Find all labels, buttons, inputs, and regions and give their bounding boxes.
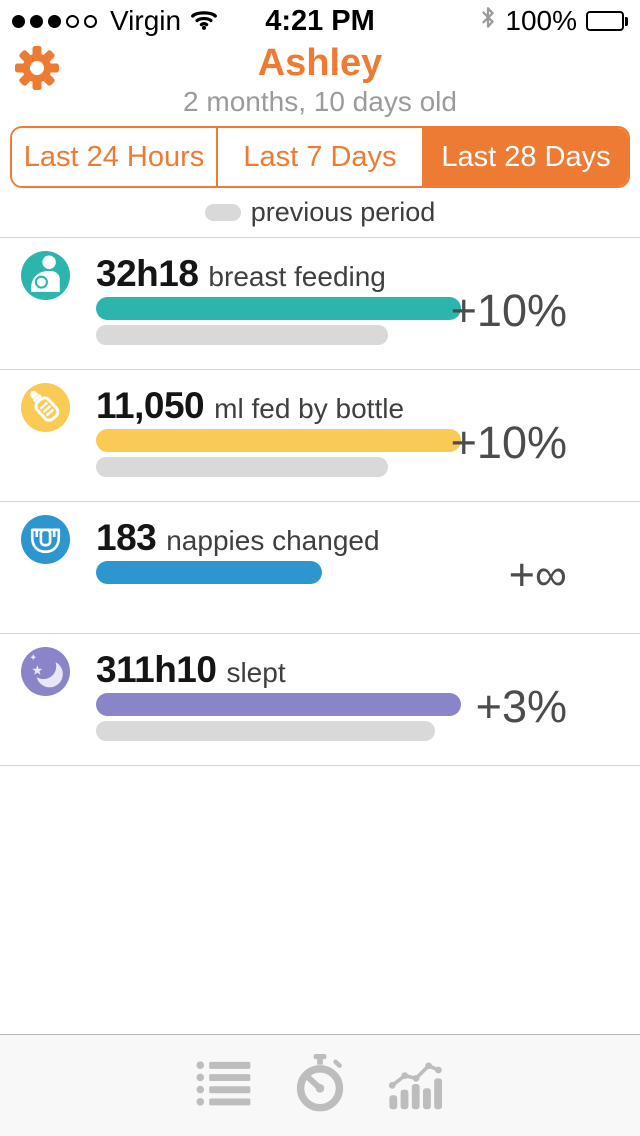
legend-label: previous period [250, 196, 436, 227]
previous-period-swatch [204, 203, 241, 221]
stat-row-breast-feeding[interactable]: 32h18 breast feeding +10% [0, 237, 640, 369]
stat-row-nappies[interactable]: 183 nappies changed +∞ [0, 501, 640, 633]
tab-timer[interactable] [292, 1053, 348, 1119]
tab-bar [0, 1034, 640, 1136]
clock-time: 4:21 PM [265, 4, 375, 37]
stat-value: 32h18 [96, 253, 199, 294]
current-period-bar [96, 561, 323, 584]
stat-row-sleep[interactable]: 311h10 slept +3% [0, 633, 640, 765]
tab-stats[interactable] [388, 1053, 444, 1119]
previous-period-bar [96, 721, 436, 741]
chart-icon [388, 1058, 444, 1113]
tab-last-7-days[interactable]: Last 7 Days [218, 128, 424, 186]
settings-button[interactable] [13, 44, 61, 92]
list-icon [196, 1059, 252, 1112]
current-period-bar [96, 429, 461, 452]
period-segmented-control: Last 24 Hours Last 7 Days Last 28 Days [10, 126, 630, 188]
nappy-icon [21, 515, 70, 564]
gear-icon [13, 46, 61, 95]
stat-label: breast feeding [208, 261, 386, 292]
previous-period-bar [96, 457, 388, 477]
legend: previous period [0, 196, 640, 228]
signal-strength-icon [12, 14, 97, 28]
status-bar: Virgin 4:21 PM 100% [0, 0, 640, 42]
baby-name-title: Ashley [257, 42, 383, 84]
stat-label: slept [226, 657, 286, 688]
battery-percent-label: 100% [505, 5, 577, 36]
tab-log[interactable] [196, 1053, 252, 1119]
stats-list: 32h18 breast feeding +10% [0, 237, 640, 766]
current-period-bar [96, 693, 461, 716]
stat-change: +10% [450, 417, 567, 468]
stat-change: +∞ [508, 549, 567, 600]
tab-last-24-hours[interactable]: Last 24 Hours [12, 128, 218, 186]
wifi-icon [190, 5, 218, 37]
carrier-label: Virgin [110, 5, 182, 36]
stat-value: 311h10 [96, 649, 217, 690]
battery-icon [586, 11, 628, 31]
baby-age-subtitle: 2 months, 10 days old [183, 86, 457, 117]
tab-last-28-days[interactable]: Last 28 Days [424, 128, 628, 186]
baby-bottle-icon [21, 383, 70, 432]
stat-value: 11,050 [96, 385, 205, 426]
breastfeeding-icon [21, 251, 70, 300]
stat-row-bottle-feeding[interactable]: 11,050 ml fed by bottle +10% [0, 369, 640, 501]
current-period-bar [96, 297, 461, 320]
stat-value: 183 [96, 517, 157, 558]
previous-period-bar [96, 325, 388, 345]
moon-icon [21, 647, 70, 696]
stat-label: nappies changed [166, 525, 380, 556]
stopwatch-icon [294, 1054, 346, 1117]
stat-change: +10% [450, 285, 567, 336]
stat-label: ml fed by bottle [214, 393, 405, 424]
stat-change: +3% [475, 681, 567, 732]
bluetooth-icon [480, 5, 496, 38]
